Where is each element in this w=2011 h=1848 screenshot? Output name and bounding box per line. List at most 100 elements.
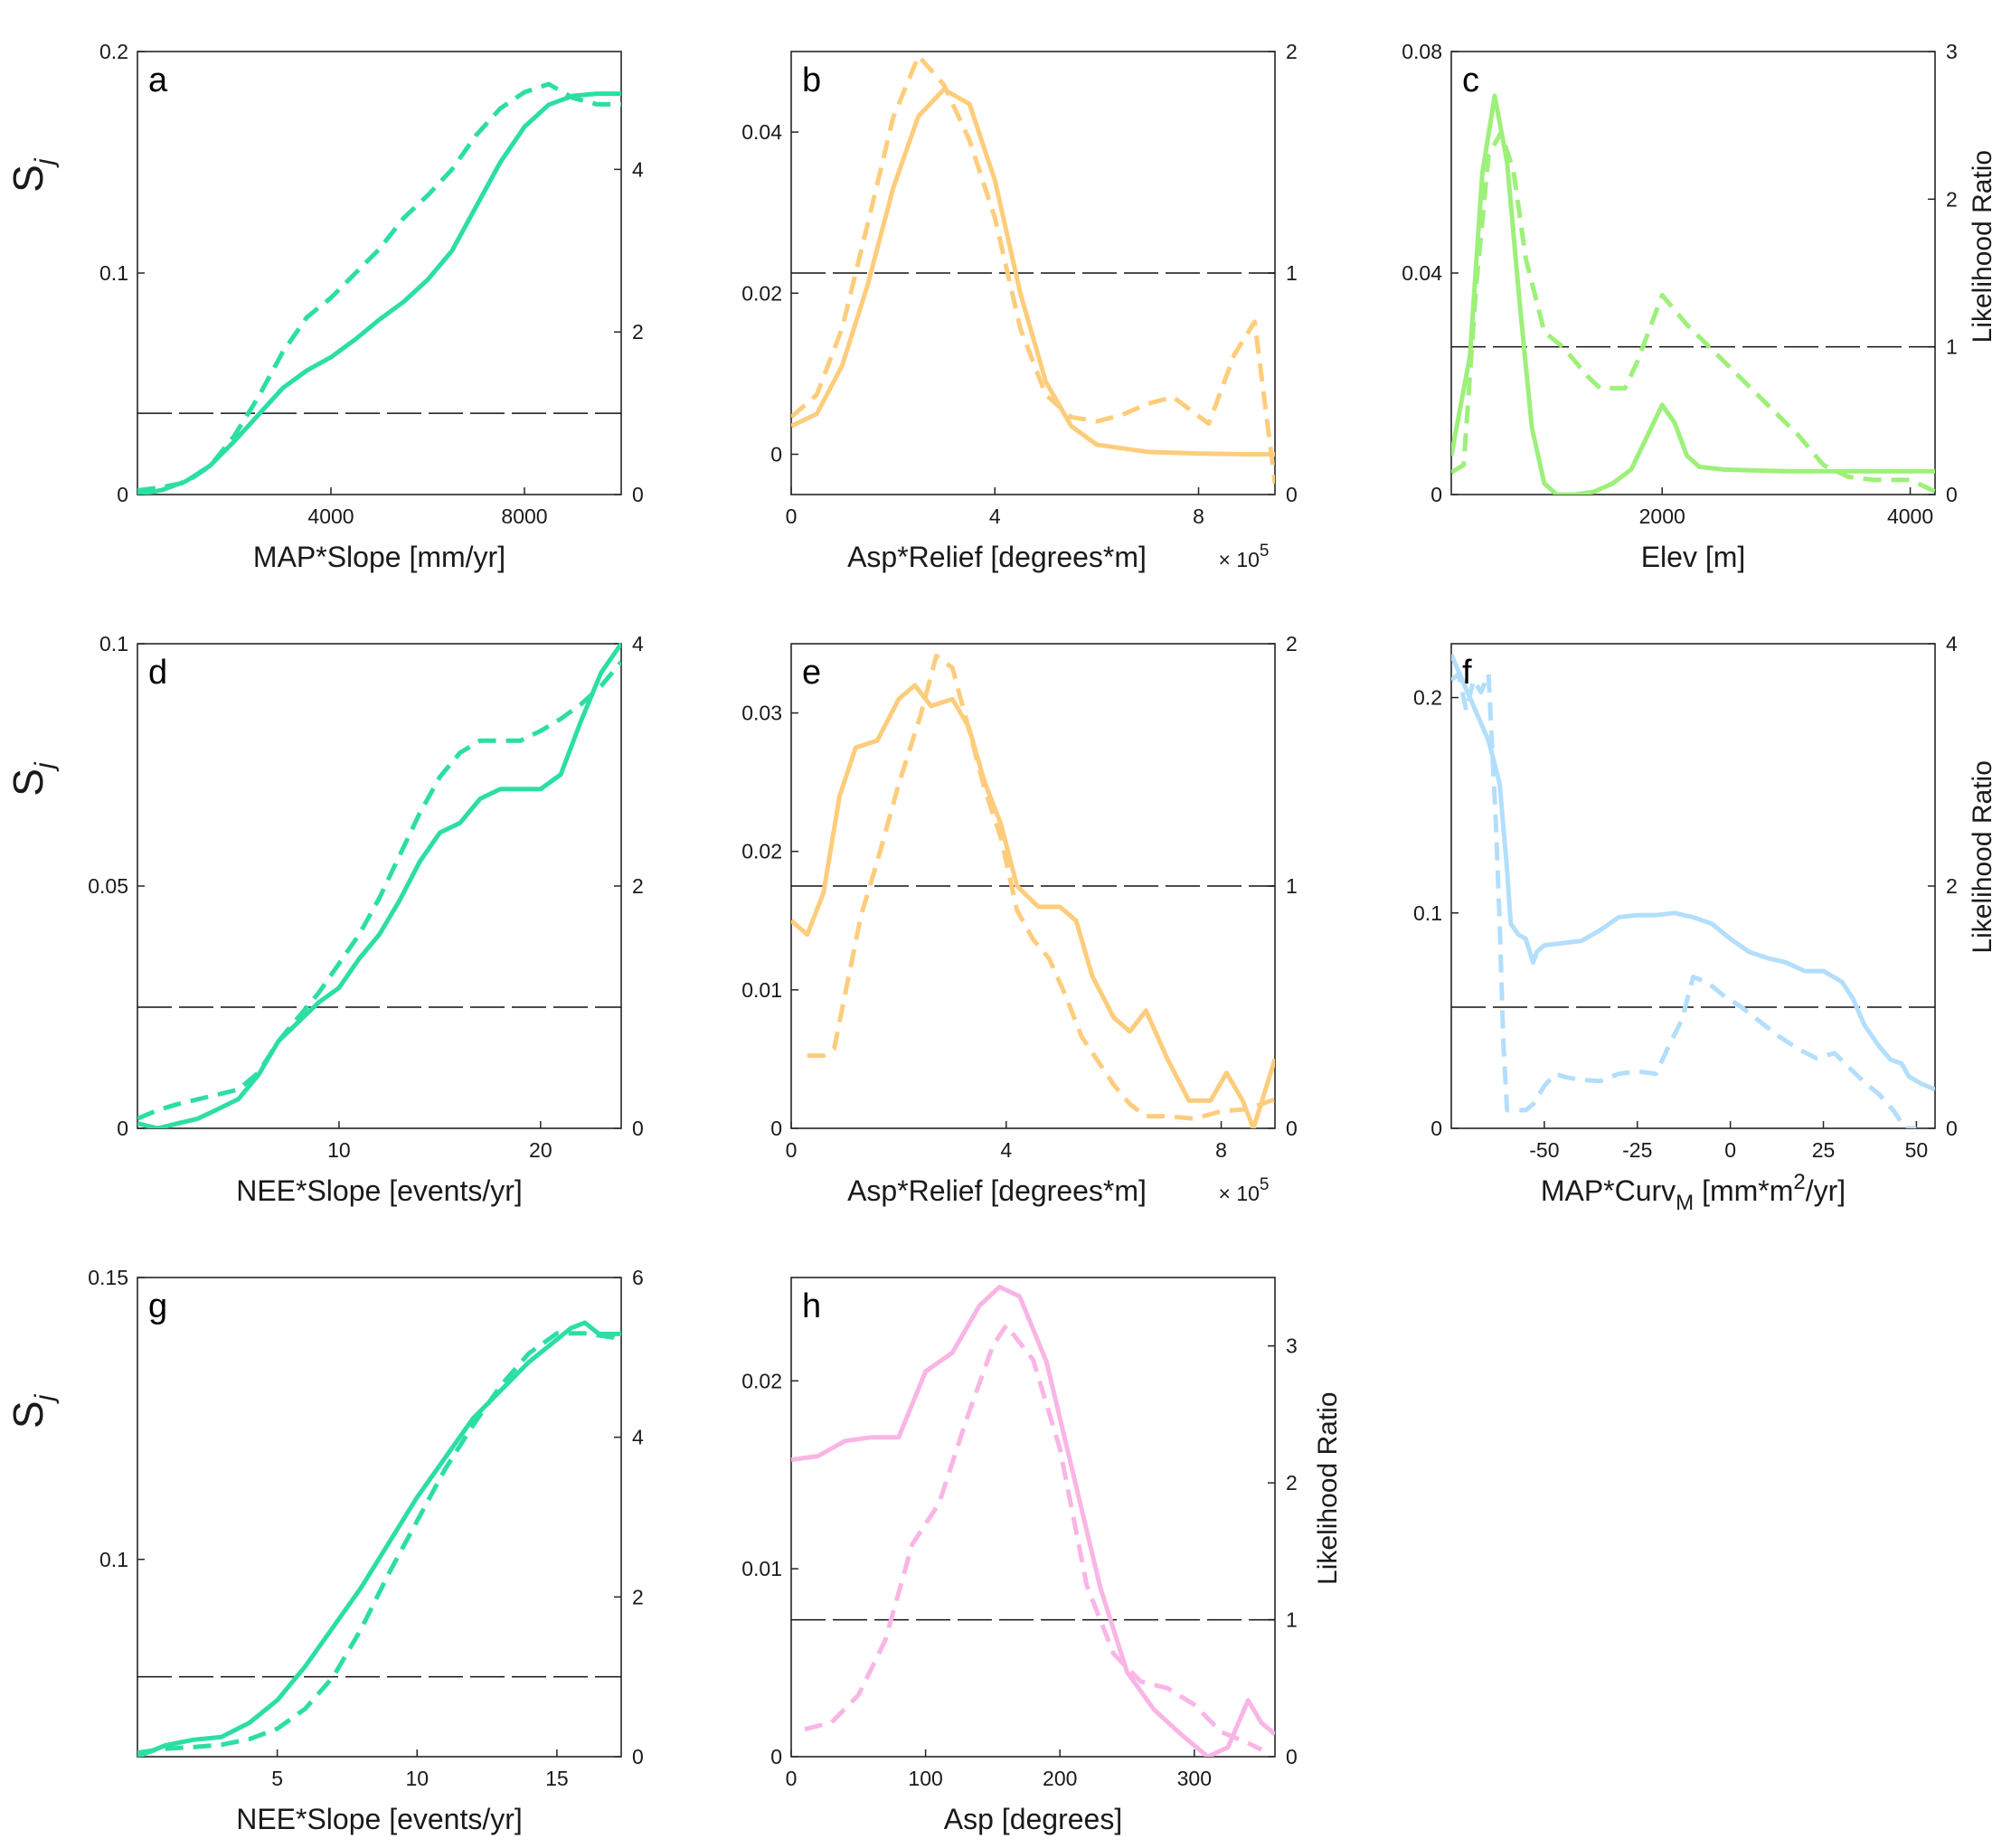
x-tick-label-g: 10 (405, 1767, 429, 1790)
x-axis-multiplier-base: × 10 (1219, 548, 1260, 571)
y2-tick-label-a: 4 (632, 157, 644, 181)
x-tick-label-e: 4 (1000, 1138, 1012, 1162)
panel-d: 10 20 0 0.05 0.1 0 2 4 d NEE*Slope [events/yr] Sj (5, 632, 644, 1207)
x-tick-label-e: 0 (786, 1138, 798, 1162)
y-tick-label-e: 0.03 (741, 702, 782, 725)
y-tick-label-d: 0.05 (88, 874, 128, 898)
series-sj-line-g (137, 1320, 621, 1757)
series-sj-line-d (137, 642, 621, 1128)
y-tick-label-d: 0 (117, 1117, 128, 1140)
y2-tick-label-f: 0 (1946, 1117, 1958, 1140)
y2-tick-label-e: 1 (1286, 874, 1298, 898)
y2-tick-label-d: 0 (632, 1117, 644, 1140)
y-tick-label-e: 0.02 (741, 840, 782, 863)
x-axis-label-mid: [mm*m (1694, 1174, 1793, 1207)
y-tick-label-g: 0.15 (88, 1266, 128, 1289)
x-axis-label-f: MAP*CurvM [mm*m2/yr] (1541, 1170, 1846, 1215)
x-tick-label-h: 100 (908, 1767, 942, 1790)
series-likelihood-line-g (137, 1331, 621, 1756)
y2-tick-label-b: 0 (1286, 483, 1298, 506)
x-tick-label-h: 0 (786, 1767, 798, 1790)
y2-tick-label-b: 1 (1286, 261, 1298, 285)
y-tick-label-f: 0.2 (1413, 686, 1442, 710)
x-tick-label-c: 4000 (1887, 504, 1933, 528)
x-axis-label-end: /yr] (1806, 1174, 1846, 1207)
x-tick-label-b: 0 (786, 504, 798, 528)
x-tick-label-f: 0 (1724, 1138, 1736, 1162)
x-tick-label-f: 25 (1812, 1138, 1836, 1162)
y-axis-label-main: S (5, 768, 52, 797)
x-tick-label-a: 8000 (501, 504, 547, 528)
panel-letter-c: c (1462, 61, 1479, 99)
axes-box-f (1450, 643, 1936, 1129)
panel-letter-g: g (148, 1287, 167, 1325)
series-likelihood-line-d (137, 660, 621, 1121)
y2-tick-label-e: 0 (1286, 1117, 1298, 1140)
panel-c: 2000 4000 0 0.04 0.08 0 1 2 3 c Elev [m] Likelihood… (1402, 40, 1997, 573)
y-tick-label-e: 0.01 (741, 978, 782, 1002)
x-tick-label-h: 300 (1177, 1767, 1212, 1790)
y2-tick-label-c: 1 (1946, 335, 1958, 359)
x-tick-label-g: 15 (545, 1767, 569, 1790)
series-likelihood-line-c (1451, 130, 1935, 494)
y2-tick-label-g: 4 (632, 1426, 644, 1449)
series-likelihood-line-e (807, 653, 1275, 1121)
series-sj-line-c (1451, 93, 1935, 495)
y-tick-label-f: 0 (1430, 1117, 1442, 1140)
y-axis-label-d: Sj (5, 761, 60, 797)
y-tick-label-e: 0 (770, 1117, 782, 1140)
panel-letter-b: b (802, 61, 821, 99)
y-axis-label-main: S (5, 1400, 52, 1428)
y2-tick-label-c: 2 (1946, 187, 1958, 211)
y-tick-label-f: 0.1 (1413, 901, 1442, 925)
panel-letter-d: d (148, 654, 167, 692)
x-axis-label-h: Asp [degrees] (944, 1803, 1122, 1835)
y2-tick-label-a: 0 (632, 483, 644, 506)
y-tick-label-h: 0.02 (741, 1369, 782, 1392)
axes-box-a (137, 51, 622, 495)
x-tick-label-b: 4 (989, 504, 1001, 528)
x-axis-label-g: NEE*Slope [events/yr] (236, 1803, 523, 1835)
x-axis-multiplier-exponent: 5 (1260, 542, 1270, 561)
y2-axis-label-h: Likelihood Ratio (1313, 1391, 1343, 1584)
x-axis-label-main: MAP*Curv (1541, 1174, 1676, 1207)
panel-h: 0 100 200 300 0 0.01 0.02 0 1 2 3 h Asp [degrees] Lik… (741, 1277, 1343, 1835)
x-axis-label-c: Elev [m] (1641, 541, 1746, 573)
series-sj-line-a (137, 91, 621, 495)
y-tick-label-h: 0.01 (741, 1557, 782, 1580)
panel-g: 5 10 15 0.1 0.15 0 2 4 6 g NEE*Slope [events/yr] Sj (5, 1266, 644, 1835)
x-tick-label-d: 10 (327, 1138, 351, 1162)
panel-b: 0 4 8 0 0.02 0.04 0 1 2 b Asp*Relief [degrees*m] × … (741, 40, 1298, 573)
y2-tick-label-h: 3 (1286, 1334, 1298, 1358)
y2-tick-label-g: 2 (632, 1585, 644, 1608)
y2-tick-label-f: 2 (1946, 874, 1958, 898)
x-tick-label-a: 4000 (307, 504, 354, 528)
y2-tick-label-c: 3 (1946, 40, 1958, 63)
y2-tick-label-d: 4 (632, 632, 644, 655)
x-tick-label-g: 5 (271, 1767, 283, 1790)
x-axis-label-a: MAP*Slope [mm/yr] (253, 541, 505, 573)
x-tick-label-c: 2000 (1639, 504, 1685, 528)
x-axis-multiplier-b: × 105 (1219, 542, 1270, 571)
axes-box-g (137, 1277, 622, 1758)
y-tick-label-h: 0 (770, 1745, 782, 1768)
x-axis-label-d: NEE*Slope [events/yr] (236, 1174, 523, 1207)
y-tick-label-c: 0.04 (1402, 261, 1442, 285)
panel-letter-h: h (802, 1287, 821, 1325)
y2-axis-label-c: Likelihood Ratio (1968, 150, 1997, 343)
y2-tick-label-c: 0 (1946, 483, 1958, 506)
y2-tick-label-f: 4 (1946, 632, 1958, 655)
panel-letter-a: a (148, 61, 168, 99)
y2-tick-label-h: 2 (1286, 1471, 1298, 1494)
y-tick-label-a: 0.1 (99, 261, 128, 285)
x-axis-multiplier-exponent: 5 (1260, 1175, 1270, 1194)
y-axis-label-a: Sj (5, 157, 60, 193)
series-likelihood-line-a (137, 81, 621, 493)
y2-tick-label-g: 0 (632, 1745, 644, 1768)
series-likelihood-line-h (804, 1323, 1263, 1752)
y-tick-label-c: 0.08 (1402, 40, 1442, 63)
y2-axis-label-f: Likelihood Ratio (1968, 760, 1997, 953)
x-tick-label-e: 8 (1215, 1138, 1227, 1162)
panel-letter-f: f (1462, 654, 1472, 692)
